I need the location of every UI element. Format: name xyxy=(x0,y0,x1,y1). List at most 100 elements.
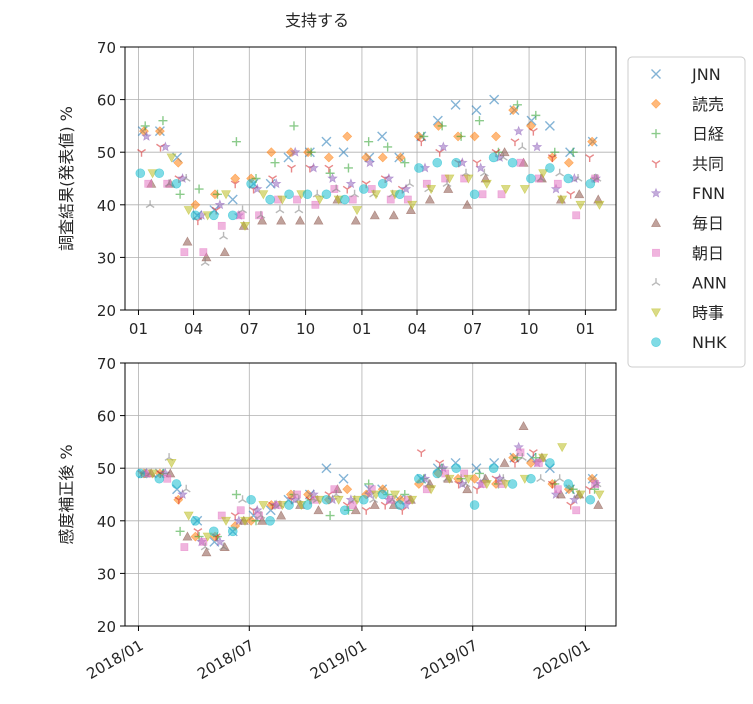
series-NHK xyxy=(135,152,596,221)
data-point xyxy=(246,494,256,505)
data-point xyxy=(450,99,461,110)
data-point xyxy=(352,206,363,216)
data-point xyxy=(214,536,226,547)
data-point xyxy=(497,190,506,199)
legend-marker xyxy=(650,217,662,227)
data-point xyxy=(424,194,435,204)
data-point xyxy=(183,206,194,216)
series-時事 xyxy=(147,153,605,231)
data-point xyxy=(221,516,232,526)
data-point xyxy=(426,185,437,195)
legend-label: 朝日 xyxy=(692,244,724,263)
chart-title: 支持する xyxy=(285,11,349,30)
data-point xyxy=(413,131,424,142)
y-tick-label: 40 xyxy=(97,197,116,215)
data-point xyxy=(400,183,412,194)
data-point xyxy=(369,210,380,220)
x-tick-label: 04 xyxy=(184,320,203,338)
data-point xyxy=(528,449,538,457)
data-point xyxy=(295,215,306,225)
data-point xyxy=(488,152,499,163)
data-point xyxy=(469,131,480,142)
data-point xyxy=(217,511,226,520)
data-point xyxy=(181,484,191,493)
data-point xyxy=(321,463,332,474)
data-point xyxy=(182,531,193,541)
data-point xyxy=(575,200,586,210)
data-point xyxy=(536,174,546,182)
data-point xyxy=(256,210,266,219)
x-tick-label: 10 xyxy=(296,320,315,338)
data-point xyxy=(557,195,568,205)
data-point xyxy=(135,168,146,179)
data-point xyxy=(510,138,520,147)
data-point xyxy=(174,496,184,505)
data-point xyxy=(463,474,474,484)
data-point xyxy=(239,516,251,526)
data-point xyxy=(321,189,332,200)
data-point xyxy=(308,162,319,173)
data-point xyxy=(544,120,555,131)
data-point xyxy=(227,526,238,537)
data-point xyxy=(350,505,361,515)
data-point xyxy=(499,457,510,467)
y-axis-label: 感度補正後 % xyxy=(57,444,76,544)
data-point xyxy=(284,189,294,200)
data-point xyxy=(342,185,352,194)
data-point xyxy=(314,195,325,205)
data-point xyxy=(270,178,282,189)
data-point xyxy=(510,459,520,468)
data-point xyxy=(426,485,437,495)
x-tick-label: 01 xyxy=(129,320,148,338)
data-point xyxy=(338,147,349,158)
y-tick-label: 70 xyxy=(97,39,116,57)
data-point xyxy=(481,179,492,189)
series-NHK xyxy=(135,458,596,537)
data-point xyxy=(388,495,397,504)
data-point xyxy=(563,157,574,168)
legend-marker xyxy=(651,337,661,348)
data-point xyxy=(585,494,596,505)
data-point xyxy=(358,494,369,505)
data-point xyxy=(293,490,301,499)
data-point xyxy=(251,174,261,183)
data-point xyxy=(177,488,188,499)
data-point xyxy=(163,179,172,188)
data-point xyxy=(358,184,369,194)
data-point xyxy=(302,500,313,510)
data-point xyxy=(444,174,455,184)
data-point xyxy=(342,484,353,495)
data-point xyxy=(456,131,466,141)
data-point xyxy=(266,147,277,158)
data-point xyxy=(276,510,287,520)
data-point xyxy=(313,505,324,515)
data-point xyxy=(333,495,344,505)
data-point xyxy=(513,125,524,136)
x-tick-label: 10 xyxy=(520,320,539,338)
legend-label: NHK xyxy=(692,333,727,352)
data-point xyxy=(175,526,185,536)
data-point xyxy=(190,210,201,221)
data-point xyxy=(327,172,338,183)
data-point xyxy=(202,532,213,542)
data-point xyxy=(591,480,600,488)
data-point xyxy=(135,468,146,479)
data-point xyxy=(507,157,518,168)
data-point xyxy=(201,252,212,262)
x-tick-label: 01 xyxy=(352,320,371,338)
axes-frame xyxy=(124,46,617,311)
data-point xyxy=(593,499,604,509)
data-point xyxy=(451,463,462,474)
data-point xyxy=(230,180,240,189)
legend-marker xyxy=(651,278,661,286)
data-point xyxy=(227,210,238,221)
data-point xyxy=(443,183,454,193)
data-point xyxy=(407,495,418,505)
data-point xyxy=(364,157,376,168)
data-point xyxy=(377,152,388,163)
data-point xyxy=(145,200,155,209)
data-point xyxy=(221,190,232,200)
data-point xyxy=(154,473,165,484)
data-point xyxy=(325,168,335,178)
